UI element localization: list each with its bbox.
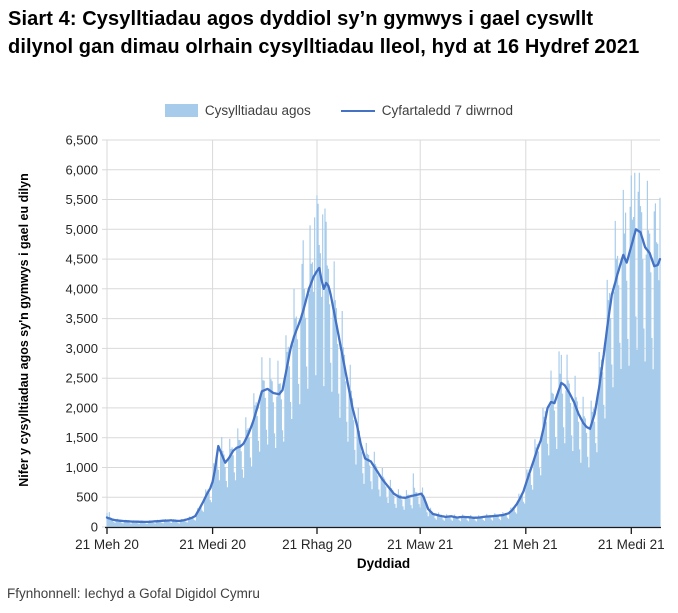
line-swatch-icon (340, 109, 375, 112)
svg-text:21 Meh 21: 21 Meh 21 (494, 537, 558, 552)
svg-text:2,500: 2,500 (65, 371, 98, 386)
chart-title: Siart 4: Cysylltiadau agos dyddiol sy’n … (8, 8, 640, 58)
average-line-series (105, 228, 662, 524)
svg-text:500: 500 (76, 490, 98, 505)
svg-text:4,000: 4,000 (65, 281, 98, 296)
legend: Cysylltiadau agos Cyfartaledd 7 diwrnod (0, 103, 678, 118)
x-tick-labels: 21 Meh 20 21 Medi 20 21 Rhag 20 21 Maw 21 21… (75, 537, 665, 552)
svg-text:21 Maw 21: 21 Maw 21 (387, 537, 453, 552)
legend-bars-label: Cysylltiadau agos (204, 103, 311, 118)
svg-text:21 Meh 20: 21 Meh 20 (75, 537, 139, 552)
svg-text:5,000: 5,000 (65, 222, 98, 237)
svg-text:21 Medi 21: 21 Medi 21 (598, 537, 665, 552)
svg-text:0: 0 (91, 520, 98, 535)
x-axis (105, 526, 661, 534)
legend-item-line: Cyfartaledd 7 diwrnod (340, 103, 514, 118)
svg-text:4,500: 4,500 (65, 252, 98, 267)
bars-series (106, 172, 661, 527)
svg-text:3,000: 3,000 (65, 341, 98, 356)
source-note: Ffynhonnell: Iechyd a Gofal Digidol Cymr… (7, 586, 260, 601)
legend-item-bars: Cysylltiadau agos (164, 103, 311, 118)
svg-text:6,500: 6,500 (65, 133, 98, 148)
svg-text:1,000: 1,000 (65, 460, 98, 475)
svg-text:1,500: 1,500 (65, 430, 98, 445)
svg-text:5,500: 5,500 (65, 192, 98, 207)
svg-text:21 Rhag 20: 21 Rhag 20 (282, 537, 352, 552)
svg-text:2,000: 2,000 (65, 400, 98, 415)
legend-line-label: Cyfartaledd 7 diwrnod (381, 103, 514, 118)
svg-text:3,500: 3,500 (65, 311, 98, 326)
svg-text:21 Medi 20: 21 Medi 20 (179, 537, 246, 552)
y-tick-labels: 0 500 1,000 1,500 2,000 2,500 3,000 3,500 4,000 4… (65, 133, 98, 535)
bar-swatch-icon (164, 104, 198, 117)
svg-text:6,000: 6,000 (65, 162, 98, 177)
x-axis-title: Dyddiad (356, 556, 411, 571)
